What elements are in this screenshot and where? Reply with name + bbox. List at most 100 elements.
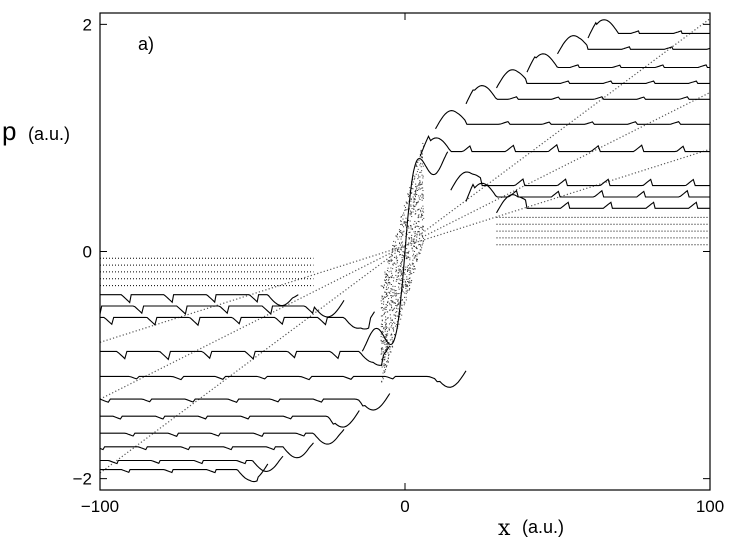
cloud-dot [381, 295, 383, 297]
cloud-dot [386, 292, 388, 294]
cloud-dot [421, 153, 423, 155]
cloud-dot [391, 259, 393, 261]
cloud-dot [408, 238, 410, 240]
cloud-dot [410, 225, 412, 227]
cloud-dot [386, 270, 388, 272]
cloud-dot [404, 284, 406, 286]
central-s-curve [361, 151, 449, 352]
cloud-dot [381, 297, 383, 299]
cloud-dot [411, 273, 413, 275]
cloud-dot [388, 278, 390, 280]
cloud-dot [407, 225, 409, 227]
cloud-dot [414, 268, 416, 270]
cloud-dot [390, 258, 392, 260]
cloud-dot [409, 267, 411, 269]
cloud-dot [419, 184, 421, 186]
cloud-dot [408, 227, 410, 229]
cloud-dot [417, 231, 419, 233]
y-axis-unit: (a.u.) [28, 124, 70, 144]
cloud-dot [391, 301, 393, 303]
cloud-dot [403, 256, 405, 258]
cloud-dot [391, 336, 393, 338]
cloud-dot [409, 214, 411, 216]
cloud-dot [399, 243, 401, 245]
cloud-dot [417, 200, 419, 202]
cloud-dot [383, 351, 385, 353]
cloud-dot [419, 252, 421, 254]
cloud-dot [394, 302, 396, 304]
cloud-dot [393, 245, 395, 247]
cloud-dot [422, 225, 424, 227]
cloud-dot [415, 173, 417, 175]
cloud-dot [396, 324, 398, 326]
cloud-dot [408, 219, 410, 221]
cloud-dot [384, 311, 386, 313]
cloud-dot [418, 253, 420, 255]
cloud-dot [386, 351, 388, 353]
cloud-dot [414, 190, 416, 192]
cloud-dot [415, 247, 417, 249]
cloud-dot [417, 201, 419, 203]
cloud-dot [382, 376, 384, 378]
cloud-dot [401, 290, 403, 292]
cloud-dot [409, 271, 411, 273]
cloud-dot [387, 260, 389, 262]
cloud-dot [400, 266, 402, 268]
cloud-dot [404, 280, 406, 282]
cloud-dot [419, 198, 421, 200]
cloud-dot [396, 270, 398, 272]
cloud-dot [389, 282, 391, 284]
cloud-dot [395, 263, 397, 265]
cloud-dot [384, 321, 386, 323]
cloud-dot [410, 273, 412, 275]
cloud-dot [402, 224, 404, 226]
cloud-dot [385, 316, 387, 318]
cloud-dot [390, 256, 392, 258]
cloud-dot [415, 193, 417, 195]
cloud-dot [385, 294, 387, 296]
cloud-dot [422, 229, 424, 231]
left-trajectory-14 [100, 455, 284, 472]
cloud-dot [386, 365, 388, 367]
cloud-dot [403, 304, 405, 306]
cloud-dot [392, 248, 394, 250]
cloud-dot [414, 194, 416, 196]
cloud-dot [385, 346, 387, 348]
cloud-dot [416, 187, 418, 189]
cloud-dot [397, 282, 399, 284]
cloud-dot [380, 323, 382, 325]
cloud-dot [385, 369, 387, 371]
cloud-dot [404, 209, 406, 211]
cloud-dot [422, 240, 424, 242]
cloud-dot [384, 371, 386, 373]
cloud-dot [393, 292, 395, 294]
cloud-dot [401, 261, 403, 263]
cloud-dot [389, 260, 391, 262]
cloud-dot [386, 326, 388, 328]
cloud-dot [389, 302, 391, 304]
y-axis-symbol: p [2, 116, 16, 146]
cloud-dot [387, 352, 389, 354]
cloud-dot [415, 225, 417, 227]
cloud-dot [382, 378, 384, 380]
cloud-dot [420, 150, 422, 152]
cloud-dot [384, 291, 386, 293]
cloud-dot [395, 258, 397, 260]
cloud-dot [418, 228, 420, 230]
cloud-dot [419, 240, 421, 242]
cloud-dot [406, 252, 408, 254]
cloud-dot [384, 308, 386, 310]
cloud-dot [380, 348, 382, 350]
cloud-dot [405, 282, 407, 284]
y-tick-label-0: −2 [73, 470, 92, 489]
cloud-dot [421, 170, 423, 172]
cloud-dot [400, 249, 402, 251]
cloud-dot [405, 223, 407, 225]
cloud-dot [380, 307, 382, 309]
right-trajectory-9 [496, 194, 710, 214]
cloud-dot [385, 280, 387, 282]
cloud-dot [422, 214, 424, 216]
cloud-dot [384, 350, 386, 352]
cloud-dot [382, 295, 384, 297]
cloud-dot [394, 285, 396, 287]
